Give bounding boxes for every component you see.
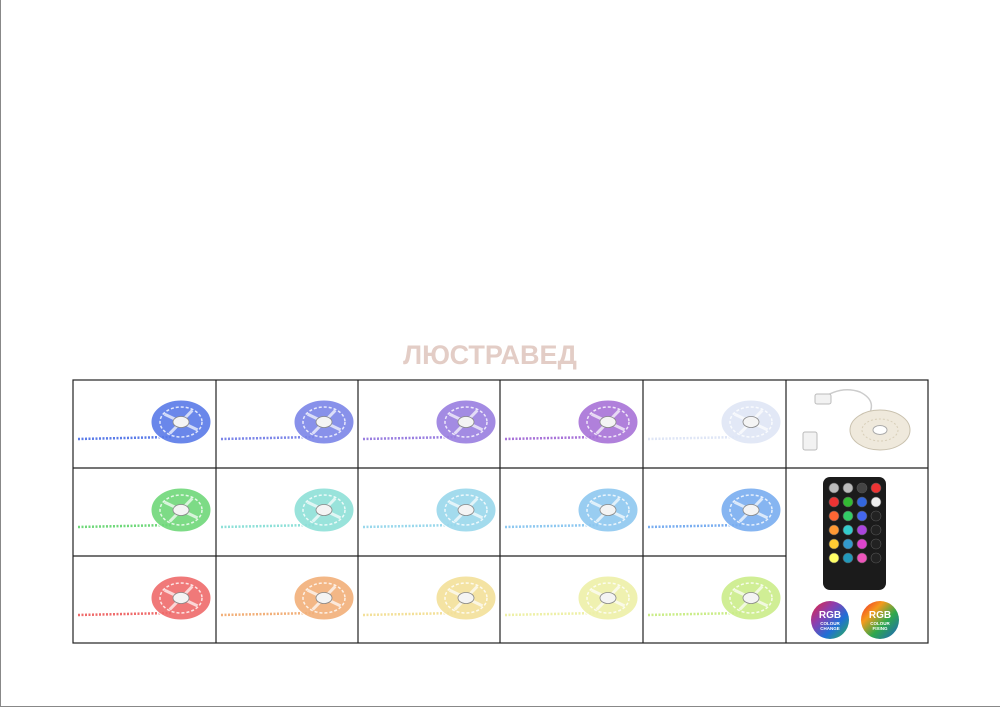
- reel-ring: [159, 582, 203, 614]
- led-strip: [220, 523, 315, 529]
- reel-hub: [742, 592, 760, 604]
- reels: [77, 399, 782, 621]
- led-reel: [362, 487, 497, 533]
- remote-button: [856, 552, 868, 564]
- reel-ring: [729, 406, 773, 438]
- reel-hub: [172, 504, 190, 516]
- led-strip: [647, 611, 742, 617]
- led-strip: [504, 611, 599, 617]
- led-strip: [362, 611, 457, 617]
- reel-hub: [599, 592, 617, 604]
- reel-ring: [159, 406, 203, 438]
- remote-button: [828, 510, 840, 522]
- reel-ring: [444, 494, 488, 526]
- remote-button: [842, 538, 854, 550]
- badge: RGB COLOUR CHANGE: [811, 601, 849, 639]
- remote-button: [828, 482, 840, 494]
- remote-button: [856, 524, 868, 536]
- remote-button: [870, 552, 882, 564]
- remote-button: [870, 482, 882, 494]
- remote-button: [828, 496, 840, 508]
- led-strip: [647, 435, 742, 441]
- led-strip: [647, 523, 742, 529]
- badge-caption: COLOUR: [870, 621, 890, 626]
- reel-ring: [729, 582, 773, 614]
- reel-ring: [586, 582, 630, 614]
- led-reel: [504, 487, 639, 533]
- badge-label: RGB: [869, 610, 891, 621]
- badge-caption: CHANGE: [820, 626, 840, 631]
- reel-hub: [315, 504, 333, 516]
- reel-ring: [302, 494, 346, 526]
- reel-hub: [599, 504, 617, 516]
- led-strip: [504, 435, 599, 441]
- led-strip: [362, 523, 457, 529]
- remote-control: [823, 477, 886, 590]
- led-strip: [362, 435, 457, 441]
- led-reel: [647, 575, 782, 621]
- remote-button: [842, 510, 854, 522]
- reel-ring: [586, 494, 630, 526]
- led-reel: [220, 487, 355, 533]
- reel-hub: [742, 416, 760, 428]
- reel-ring: [444, 582, 488, 614]
- reel-hub: [742, 504, 760, 516]
- led-reel: [647, 487, 782, 533]
- remote-button: [842, 482, 854, 494]
- remote-button: [828, 552, 840, 564]
- reel-hub: [457, 592, 475, 604]
- reel-ring: [302, 406, 346, 438]
- reel-ring: [729, 494, 773, 526]
- reel-hub: [457, 416, 475, 428]
- reel-ring: [444, 406, 488, 438]
- led-reel: [77, 399, 212, 445]
- remote-button: [842, 524, 854, 536]
- led-reel: [220, 399, 355, 445]
- reel-hub: [315, 416, 333, 428]
- reel-hub: [599, 416, 617, 428]
- led-reel: [362, 399, 497, 445]
- strip-kit: [802, 389, 911, 451]
- remote-button: [856, 482, 868, 494]
- remote-button: [828, 524, 840, 536]
- remote-button: [870, 524, 882, 536]
- reel-hub: [315, 592, 333, 604]
- led-reel: [77, 575, 212, 621]
- remote-button: [856, 510, 868, 522]
- badge: RGB COLOUR FIXING: [861, 601, 899, 639]
- reel-ring: [159, 494, 203, 526]
- watermark: ЛЮСТРАВЕД: [403, 340, 577, 370]
- led-reel: [504, 575, 639, 621]
- badge-label: RGB: [819, 610, 841, 621]
- led-reel: [362, 575, 497, 621]
- badge-caption: COLOUR: [820, 621, 840, 626]
- led-strip: [77, 435, 172, 441]
- led-reel: [220, 575, 355, 621]
- led-strip: [504, 523, 599, 529]
- remote-button: [828, 538, 840, 550]
- led-reel: [647, 399, 782, 445]
- remote-button: [842, 552, 854, 564]
- led-reel: [504, 399, 639, 445]
- reel-hub: [457, 504, 475, 516]
- product-table: [72, 379, 929, 644]
- remote-button: [842, 496, 854, 508]
- led-strip: [77, 611, 172, 617]
- remote-button: [870, 496, 882, 508]
- remote-button: [870, 510, 882, 522]
- remote-button: [856, 496, 868, 508]
- led-strip: [220, 435, 315, 441]
- reel-hub: [172, 416, 190, 428]
- reel-ring: [302, 582, 346, 614]
- badge-caption: FIXING: [872, 626, 888, 631]
- led-strip: [220, 611, 315, 617]
- led-strip: [77, 523, 172, 529]
- led-reel: [77, 487, 212, 533]
- remote-button: [856, 538, 868, 550]
- reel-ring: [586, 406, 630, 438]
- reel-hub: [172, 592, 190, 604]
- remote-button: [870, 538, 882, 550]
